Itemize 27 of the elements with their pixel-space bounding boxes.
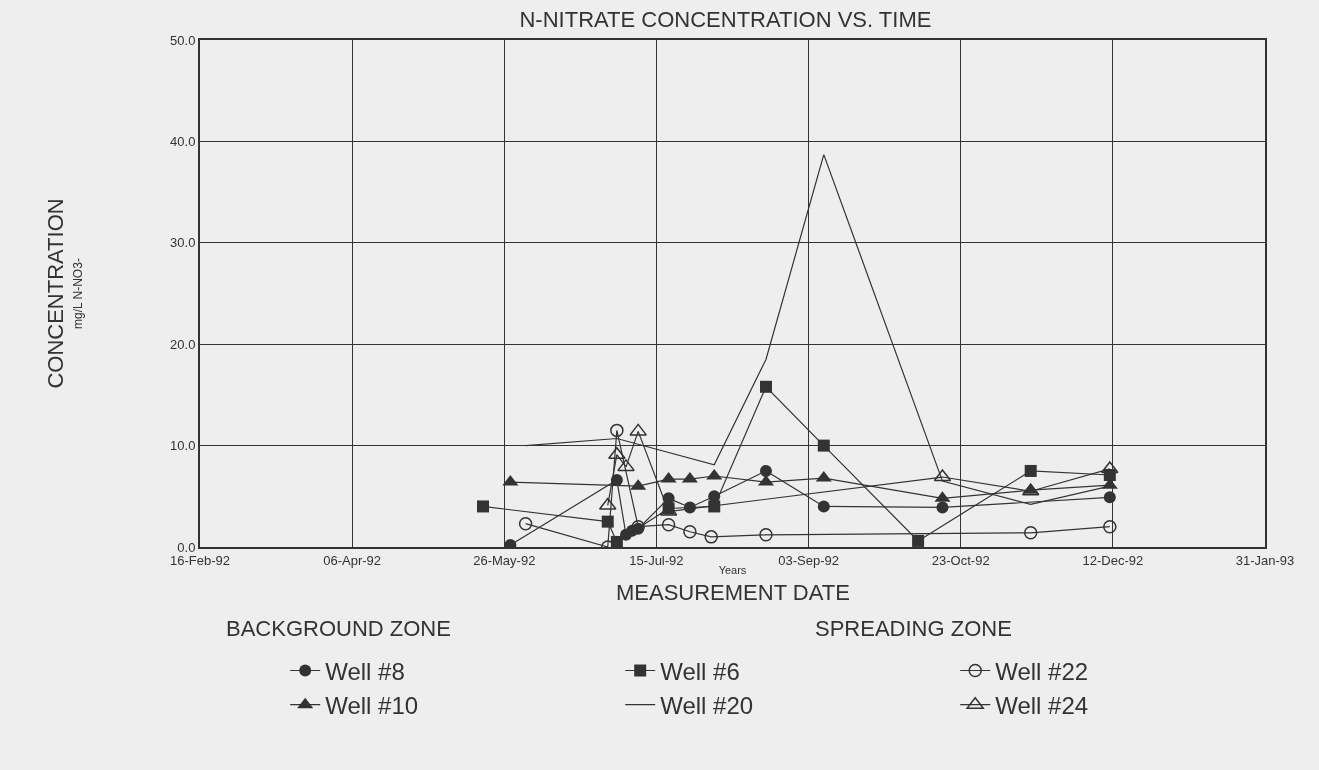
x-tick-label: 16-Feb-92 — [170, 552, 230, 568]
x-tick-label: 15-Jul-92 — [629, 552, 684, 568]
text: mg/L N-NO3- — [71, 258, 86, 330]
legend-label: Well #20 — [660, 692, 754, 720]
text: MEASUREMENT DATE — [616, 580, 850, 605]
text: SPREADING ZONE — [815, 616, 1012, 641]
x-tick-label: 31-Jan-93 — [1235, 552, 1295, 568]
chart-title: N-NITRATE CONCENTRATION VS. TIME — [519, 6, 932, 32]
x-tick-label: 12-Dec-92 — [1082, 552, 1144, 568]
y-tick-label: 50.0 — [170, 32, 196, 48]
y-tick-label: 10.0 — [170, 438, 196, 454]
legend-label: Well #8 — [325, 657, 405, 685]
y-tick-label: 40.0 — [170, 133, 196, 149]
legend-label: Well #6 — [660, 657, 740, 685]
legend-label: Well #22 — [995, 657, 1089, 685]
x-axis-title: Years — [718, 564, 747, 577]
x-tick-label: 03-Sep-92 — [778, 552, 839, 568]
x-tick-label: 26-May-92 — [473, 552, 536, 568]
legend-label: Well #10 — [325, 692, 419, 720]
y-axis-title: CONCENTRATION — [43, 198, 69, 389]
x-tick-label: 23-Oct-92 — [931, 552, 990, 568]
y-tick-label: 30.0 — [170, 235, 196, 251]
text: BACKGROUND ZONE — [226, 616, 451, 641]
legend-label: Well #24 — [995, 692, 1089, 720]
y-tick-label: 0.0 — [177, 539, 196, 555]
x-tick-label: 06-Apr-92 — [323, 552, 382, 568]
y-tick-label: 20.0 — [170, 336, 196, 352]
